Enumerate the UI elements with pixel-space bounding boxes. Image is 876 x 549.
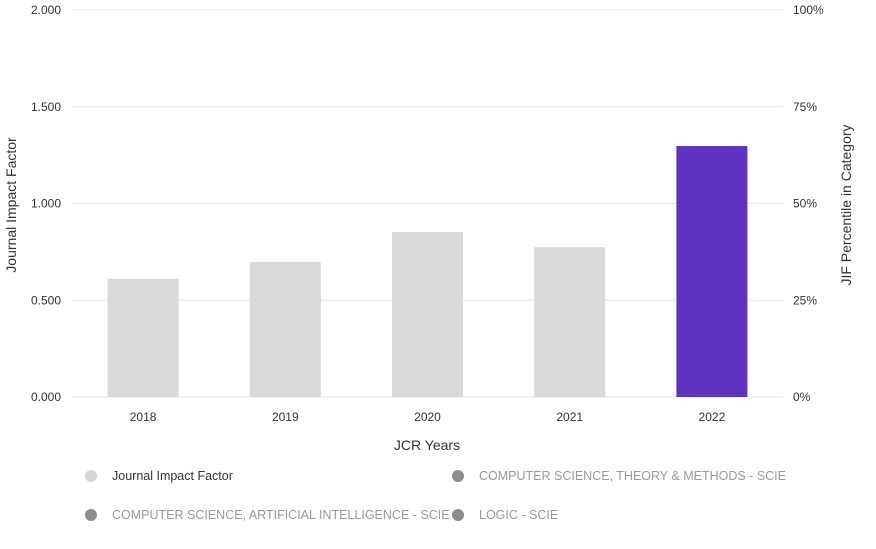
legend-item-cs-artificial-intelligence[interactable]: COMPUTER SCIENCE, ARTIFICIAL INTELLIGENC… <box>85 508 450 522</box>
y2-tick-label: 75% <box>793 100 817 114</box>
x-tick-label: 2021 <box>556 410 583 424</box>
y-tick-label: 2.000 <box>31 3 61 17</box>
bars <box>107 146 748 397</box>
y2-axis-ticks: 0% 25% 50% 75% 100% <box>793 3 824 404</box>
x-tick-label: 2018 <box>130 410 157 424</box>
y2-tick-label: 0% <box>793 390 811 404</box>
y2-axis-title: JIF Percentile in Category <box>838 124 854 285</box>
legend-item-cs-theory-methods[interactable]: COMPUTER SCIENCE, THEORY & METHODS - SCI… <box>452 469 786 483</box>
y2-tick-label: 100% <box>793 3 824 17</box>
y-axis-ticks: 0.000 0.500 1.000 1.500 2.000 <box>31 3 61 404</box>
legend-dot-icon <box>85 470 97 482</box>
y-tick-label: 1.000 <box>31 197 61 211</box>
legend-dot-icon <box>452 470 464 482</box>
legend-label: LOGIC - SCIE <box>479 508 559 522</box>
gridlines <box>72 9 783 398</box>
bar-2021[interactable] <box>534 247 606 397</box>
bar-2020[interactable] <box>392 231 463 397</box>
x-tick-label: 2019 <box>272 410 299 424</box>
legend-item-logic[interactable]: LOGIC - SCIE <box>452 508 558 522</box>
legend-label: COMPUTER SCIENCE, THEORY & METHODS - SCI… <box>479 469 786 483</box>
y2-tick-label: 25% <box>793 293 817 307</box>
bar-2019[interactable] <box>249 262 321 397</box>
legend-label: COMPUTER SCIENCE, ARTIFICIAL INTELLIGENC… <box>112 508 450 522</box>
bar-2018[interactable] <box>107 278 179 397</box>
legend-dot-icon <box>452 509 464 521</box>
y-tick-label: 0.000 <box>31 390 61 404</box>
y-axis-title: Journal Impact Factor <box>3 137 19 273</box>
legend-dot-icon <box>85 509 97 521</box>
x-axis-ticks: 2018 2019 2020 2021 2022 <box>130 410 726 424</box>
x-tick-label: 2020 <box>414 410 441 424</box>
legend-item-journal-impact-factor[interactable]: Journal Impact Factor <box>85 469 233 483</box>
x-axis-title: JCR Years <box>394 437 460 453</box>
legend-label: Journal Impact Factor <box>112 469 233 483</box>
y-tick-label: 1.500 <box>31 100 61 114</box>
x-tick-label: 2022 <box>699 410 726 424</box>
y2-tick-label: 50% <box>793 197 817 211</box>
bar-2022[interactable] <box>676 146 748 397</box>
y-tick-label: 0.500 <box>31 293 61 307</box>
